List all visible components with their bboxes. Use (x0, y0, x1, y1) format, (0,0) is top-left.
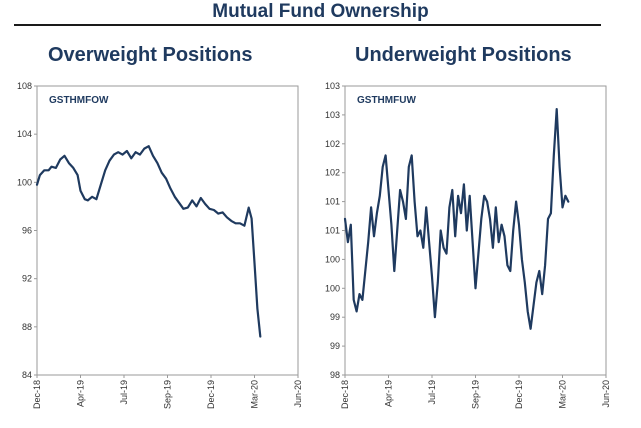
left-x-tick-label: Dec-18 (32, 380, 42, 409)
left-x-tick-label: Sep-19 (163, 380, 173, 409)
left-x-tick-label: Jun-20 (293, 380, 303, 408)
right-plot-frame (344, 85, 607, 376)
left-x-tick-label: Mar-20 (250, 380, 260, 409)
right-y-tick-label: 99 (330, 312, 340, 322)
left-x-tick-label: Apr-19 (76, 380, 86, 407)
right-y-tick-label: 101 (325, 197, 340, 207)
right-y-tick-label: 101 (325, 226, 340, 236)
right-chart-title: Underweight Positions (355, 44, 572, 66)
left-y-tick-label: 84 (22, 370, 32, 380)
right-y-tick-label: 98 (330, 370, 340, 380)
right-x-tick-label: Jul-19 (427, 380, 437, 405)
right-x-tick-label: Dec-18 (340, 380, 350, 409)
left-series-label: GSTHMFOW (49, 95, 109, 106)
left-y-tick-label: 100 (17, 177, 32, 187)
right-y-tick-label: 103 (325, 110, 340, 120)
left-y-tick-label: 88 (22, 322, 32, 332)
right-x-tick-label: Mar-20 (558, 380, 568, 409)
right-y-tick-label: 103 (325, 81, 340, 91)
right-y-tick-label: 100 (325, 283, 340, 293)
right-series-label: GSTHMFUW (357, 95, 416, 106)
right-series-line (343, 108, 570, 330)
main-title: Mutual Fund Ownership (212, 1, 429, 22)
left-y-tick-label: 104 (17, 129, 32, 139)
left-x-tick-label: Jul-19 (119, 380, 129, 405)
left-y-tick-label: 108 (17, 81, 32, 91)
right-y-tick-label: 100 (325, 254, 340, 264)
right-x-tick-label: Dec-19 (514, 380, 524, 409)
right-y-tick-label: 102 (325, 139, 340, 149)
right-y-tick-label: 99 (330, 341, 340, 351)
title-divider (14, 24, 601, 26)
left-series-line (35, 145, 262, 338)
right-x-tick-label: Jun-20 (601, 380, 611, 408)
right-x-tick-label: Apr-19 (384, 380, 394, 407)
left-y-tick-label: 96 (22, 226, 32, 236)
left-chart-title: Overweight Positions (48, 44, 253, 66)
left-x-tick-label: Dec-19 (206, 380, 216, 409)
left-y-tick-label: 92 (22, 274, 32, 284)
right-x-tick-label: Sep-19 (471, 380, 481, 409)
right-y-tick-label: 102 (325, 168, 340, 178)
